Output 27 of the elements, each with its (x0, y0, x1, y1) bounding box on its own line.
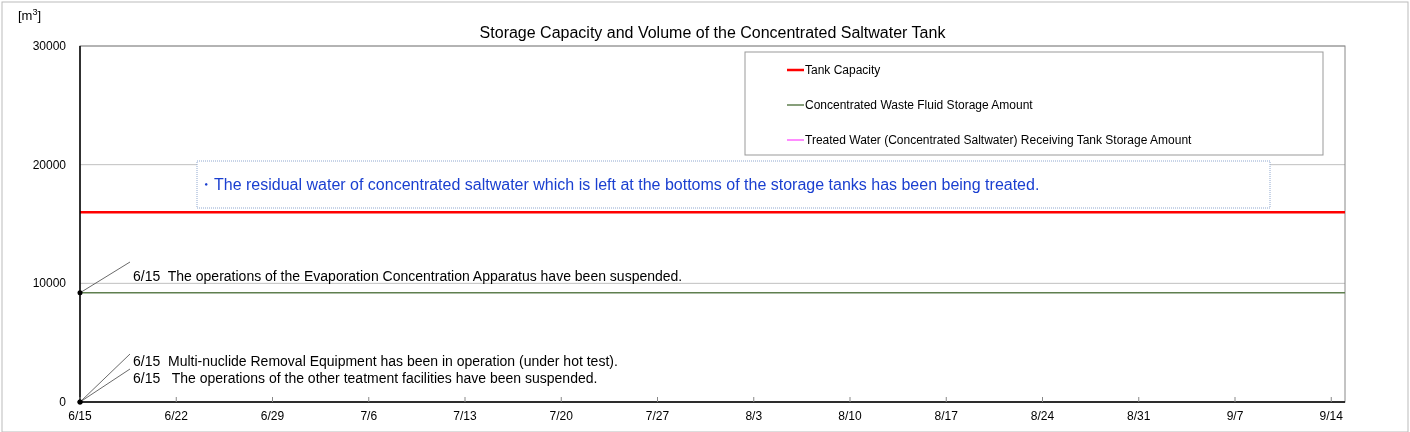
x-tick-label: 8/10 (838, 409, 862, 423)
annotation: 6/15 The operations of the Evaporation Concentration Apparatus have been suspended. (133, 268, 683, 284)
x-tick-label: 6/22 (164, 409, 189, 423)
y-tick-label: 0 (59, 395, 67, 409)
annotation: ・The residual water of concentrated saltwater which is left at the bottoms of the storage tanks has been being treated. (198, 176, 1040, 193)
x-tick-label: 6/15 (68, 409, 92, 423)
y-tick-label: 30000 (32, 39, 67, 53)
chart-title: Storage Capacity and Volume of the Concentrated Saltwater Tank (479, 24, 947, 41)
y-axis-title: [m$^{3}$] (18, 7, 42, 23)
x-tick-label: 7/13 (453, 409, 477, 423)
x-tick-label: 8/31 (1127, 409, 1151, 423)
annotation: 6/15 The operations of the other teatment facilities have been suspended. (133, 370, 598, 386)
x-tick-label: 8/24 (1030, 409, 1055, 423)
x-tick-label: 8/3 (745, 409, 763, 423)
y-tick-label: 10000 (32, 276, 67, 291)
x-tick-label: 7/27 (645, 409, 670, 423)
legend-label: Concentrated Waste Fluid Storage Amount (805, 98, 1034, 112)
x-tick-label: 6/29 (260, 409, 285, 423)
y-tick-label: 20000 (32, 157, 67, 172)
x-tick-label: 9/14 (1319, 409, 1344, 423)
x-tick-label: 8/17 (934, 409, 959, 423)
legend-label: Treated Water (Concentrated Saltwater) Receiving Tank Storage Amount (805, 133, 1193, 147)
legend-label: Tank Capacity (805, 63, 881, 77)
x-tick-label: 7/20 (549, 409, 574, 423)
x-tick-label: 9/7 (1226, 409, 1244, 423)
x-tick-label: 7/6 (360, 409, 378, 423)
annotation: 6/15 Multi-nuclide Removal Equipment has been in operation (under hot test). (133, 353, 618, 369)
